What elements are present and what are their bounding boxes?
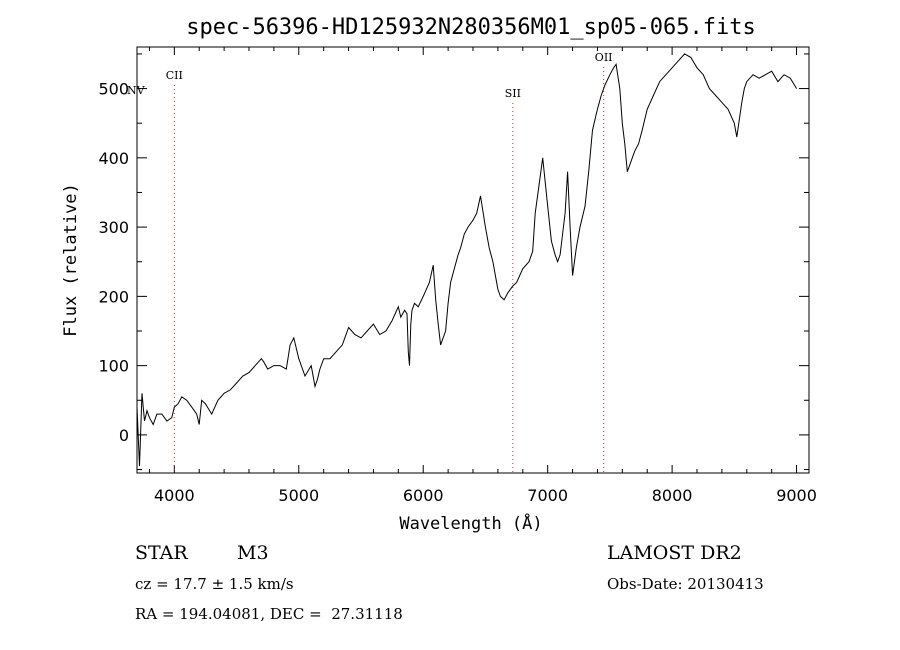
y-tick-label: 100	[98, 357, 129, 376]
x-tick-label: 8000	[652, 486, 693, 505]
x-tick-label: 5000	[278, 486, 319, 505]
obs-date: Obs-Date: 20130413	[607, 575, 764, 593]
ra-dec: RA = 194.04081, DEC = 27.31118	[135, 605, 403, 623]
axis-ticks: 4000 5000 6000 7000 8000 9000 0 100 200 300 400 500	[98, 47, 817, 505]
object-type: STAR	[135, 542, 188, 564]
x-axis-label: Wavelength (Å)	[399, 512, 542, 534]
subclass: M3	[237, 542, 269, 564]
y-tick-label: 0	[119, 426, 129, 445]
plot-frame	[136, 46, 810, 474]
redshift-cz: cz = 17.7 ± 1.5 km/s	[135, 575, 294, 593]
x-tick-label: 7000	[527, 486, 568, 505]
line-marker-label: OII	[595, 51, 613, 64]
line-markers: NV CII SII OII	[127, 51, 613, 473]
line-marker-label: NV	[127, 84, 146, 97]
y-tick-label: 500	[98, 80, 129, 99]
x-tick-label: 6000	[403, 486, 444, 505]
line-marker-label: CII	[166, 69, 183, 82]
survey-name: LAMOST DR2	[607, 542, 742, 564]
y-tick-label: 400	[98, 149, 129, 168]
chart-title: spec-56396-HD125932N280356M01_sp05-065.f…	[186, 15, 756, 40]
line-marker-label: SII	[505, 87, 521, 100]
x-tick-label: 9000	[776, 486, 817, 505]
spectrum-line	[136, 53, 798, 467]
y-tick-label: 300	[98, 218, 129, 237]
x-tick-label: 4000	[154, 486, 195, 505]
y-axis-label: Flux (relative)	[61, 183, 81, 337]
y-tick-label: 200	[98, 287, 129, 306]
